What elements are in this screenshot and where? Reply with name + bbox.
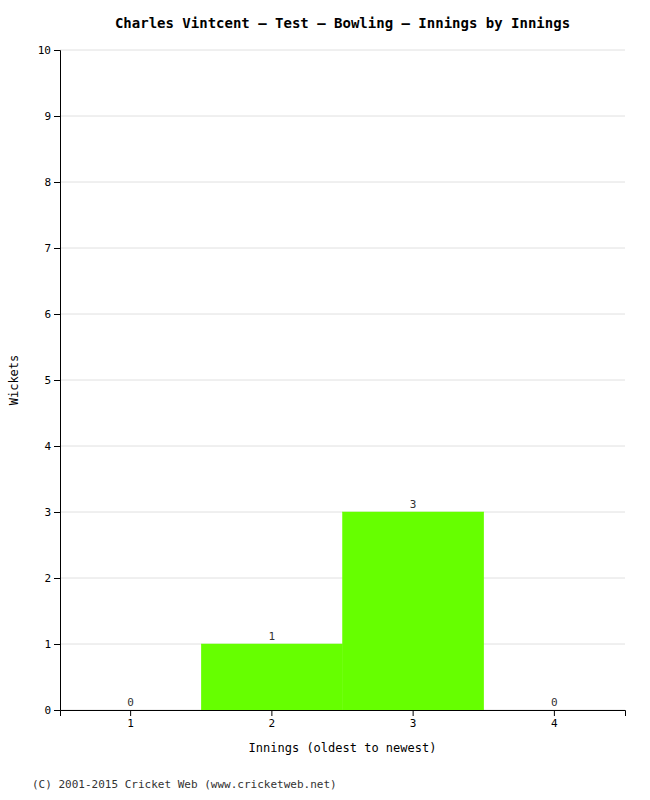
y-tick-label: 5 xyxy=(44,374,51,387)
data-label: 0 xyxy=(551,696,558,709)
y-tick-mark xyxy=(54,248,60,249)
data-label: 1 xyxy=(269,630,276,643)
y-tick-label: 1 xyxy=(44,638,51,651)
y-tick-mark xyxy=(54,314,60,315)
x-tick-label: 1 xyxy=(127,717,134,730)
grid-line xyxy=(60,50,625,51)
y-tick-label: 10 xyxy=(38,44,51,57)
y-tick: 4 xyxy=(44,440,60,453)
y-tick: 8 xyxy=(44,176,60,189)
y-tick-label: 6 xyxy=(44,308,51,321)
x-tick-label: 4 xyxy=(551,717,558,730)
y-tick: 2 xyxy=(44,572,60,585)
y-tick-label: 9 xyxy=(44,110,51,123)
grid-line xyxy=(60,314,625,315)
x-axis: 1 2 3 4 xyxy=(61,710,626,730)
y-axis-line xyxy=(54,51,61,711)
x-axis-line xyxy=(61,711,626,717)
y-tick-mark xyxy=(54,116,60,117)
x-tick-mark xyxy=(554,710,555,716)
x-tick-label: 3 xyxy=(410,717,417,730)
y-tick: 7 xyxy=(44,242,60,255)
footer: (C) 2001-2015 Cricket Web (www.cricketwe… xyxy=(32,778,337,791)
title: Charles Vintcent – Test – Bowling – Inni… xyxy=(115,15,570,31)
y-tick: 3 xyxy=(44,506,60,519)
y-tick: 9 xyxy=(44,110,60,123)
y-tick-mark xyxy=(54,380,60,381)
y-tick: 6 xyxy=(44,308,60,321)
y-tick-label: 2 xyxy=(44,572,51,585)
plot: 0 1 2 3 4 5 6 7 8 9 10 1 2 3 4 0 1 3 0 xyxy=(38,44,626,730)
y-tick-mark xyxy=(54,50,60,51)
x-tick: 1 xyxy=(127,710,134,730)
grid xyxy=(60,50,625,710)
bar xyxy=(343,512,484,710)
y-tick-label: 0 xyxy=(44,704,51,717)
x-tick: 4 xyxy=(551,710,558,730)
y-tick-mark xyxy=(54,710,60,711)
x-tick-mark xyxy=(130,710,131,716)
x-axis-title: Innings (oldest to newest) xyxy=(249,741,437,755)
y-axis-title: Wickets xyxy=(7,355,21,406)
grid-line xyxy=(60,116,625,117)
y-tick-label: 3 xyxy=(44,506,51,519)
bar xyxy=(60,710,201,711)
x-tick-mark xyxy=(271,710,272,716)
x-tick: 2 xyxy=(269,710,276,730)
y-tick: 1 xyxy=(44,638,60,651)
y-tick-mark xyxy=(54,578,60,579)
data-label: 0 xyxy=(127,696,134,709)
y-axis: 0 1 2 3 4 5 6 7 8 9 10 xyxy=(38,44,61,717)
y-tick-mark xyxy=(54,512,60,513)
bar xyxy=(201,644,342,710)
y-tick: 0 xyxy=(44,704,60,717)
y-tick-mark xyxy=(54,182,60,183)
y-tick-label: 4 xyxy=(44,440,51,453)
x-tick-mark xyxy=(413,710,414,716)
data-labels: 0 1 3 0 xyxy=(127,498,557,709)
x-tick-label: 2 xyxy=(269,717,276,730)
y-tick-mark xyxy=(54,644,60,645)
y-tick-label: 8 xyxy=(44,176,51,189)
y-tick-mark xyxy=(54,446,60,447)
y-tick: 5 xyxy=(44,374,60,387)
grid-line xyxy=(60,182,625,183)
y-tick-label: 7 xyxy=(44,242,51,255)
grid-line xyxy=(60,248,625,249)
grid-line xyxy=(60,446,625,447)
chart: 0 1 2 3 4 5 6 7 8 9 10 1 2 3 4 0 1 3 0 Charles Vintcent – T… xyxy=(0,0,650,800)
grid-line xyxy=(60,380,625,381)
y-tick: 10 xyxy=(38,44,60,57)
bar xyxy=(484,710,625,711)
data-label: 3 xyxy=(410,498,417,511)
bars xyxy=(201,512,484,710)
x-tick: 3 xyxy=(410,710,417,730)
